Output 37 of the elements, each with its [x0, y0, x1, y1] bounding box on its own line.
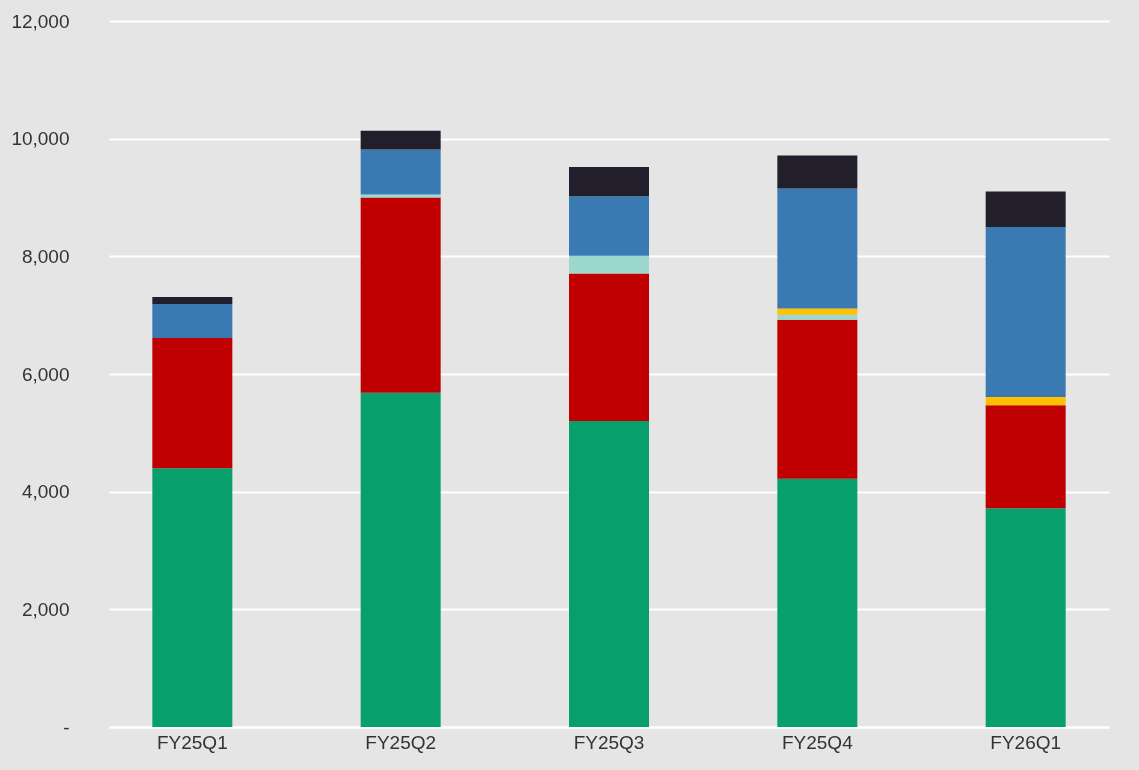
bar	[777, 155, 858, 189]
bar	[360, 197, 441, 393]
bar	[985, 226, 1066, 397]
x-tick-label: FY25Q4	[781, 731, 854, 753]
bar	[360, 392, 441, 727]
bar	[985, 405, 1066, 509]
bar	[152, 296, 233, 304]
bar	[777, 319, 858, 479]
y-tick-label: 10,000	[11, 128, 70, 150]
y-tick-label: 2,000	[21, 598, 70, 620]
y-tick-label: 8,000	[21, 245, 70, 267]
bar	[777, 188, 858, 309]
bar	[152, 338, 233, 469]
x-tick-label: FY26Q1	[990, 731, 1062, 753]
bar	[360, 149, 441, 195]
bar	[569, 196, 649, 256]
bar	[985, 396, 1066, 406]
x-tick-label: FY25Q1	[156, 731, 228, 753]
bar	[360, 194, 441, 198]
bar	[985, 508, 1066, 727]
bar	[569, 166, 649, 197]
y-tick-label: 4,000	[21, 481, 70, 503]
bar	[360, 130, 441, 150]
y-tick-label: -	[63, 716, 70, 738]
bar	[777, 478, 858, 727]
bar	[569, 421, 649, 727]
x-tick-label: FY25Q3	[573, 731, 645, 753]
y-tick-label: 12,000	[11, 10, 70, 32]
bar	[569, 273, 649, 422]
bar	[985, 191, 1066, 227]
bar	[777, 314, 858, 320]
x-tick-label: FY25Q2	[365, 731, 437, 753]
bar	[777, 308, 858, 315]
bar	[569, 255, 649, 274]
bar	[152, 303, 233, 339]
y-tick-label: 6,000	[21, 363, 70, 385]
bar	[152, 468, 233, 727]
